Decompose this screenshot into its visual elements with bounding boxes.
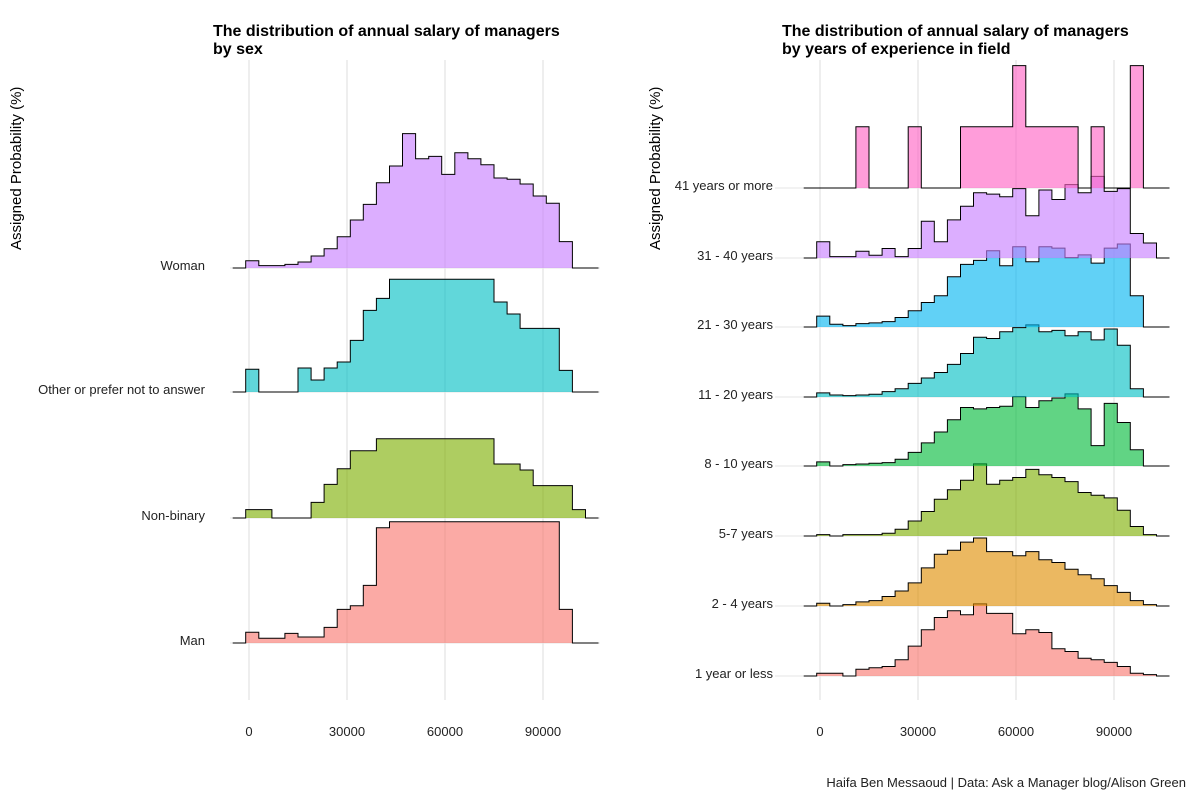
category-label: 5-7 years [719,526,774,541]
ridge-fill-11-20-years [803,324,1170,397]
ridge-fill-woman [232,133,599,268]
chart-title: The distribution of annual salary of man… [213,23,564,58]
ridge-outline-non-binary [232,438,599,519]
x-tick-labels: 0 30000 60000 90000 [816,724,1132,739]
title-line-1: The distribution of annual salary of man… [782,23,1129,40]
category-label: Woman [160,258,205,273]
ridge-fill-man [232,521,599,643]
title-line-2: by years of experience in field [782,41,1011,58]
ridge-outline-31-40-years [803,175,1170,259]
ridges [230,133,600,644]
panel-by-experience: The distribution of annual salary of man… [647,23,1170,739]
category-labels: Man Non-binary Other or prefer not to answ… [38,258,206,648]
x-tick-label: 90000 [1096,724,1132,739]
category-label: 8 - 10 years [704,456,773,471]
x-tick-labels: 0 30000 60000 90000 [245,724,561,739]
x-tick-label: 60000 [998,724,1034,739]
category-labels: 1 year or less 2 - 4 years 5-7 years 8 - 10… [675,178,774,681]
x-tick-label: 0 [816,724,823,739]
ridge-outline-8-10-years [803,393,1170,467]
ridge-fill-2-4-years [803,538,1170,606]
ridge-fill-21-30-years [803,244,1170,327]
source-caption: Haifa Ben Messaoud | Data: Ask a Manager… [826,775,1186,790]
panel-by-sex: The distribution of annual salary of man… [8,23,600,739]
y-axis-label: Assigned Probability (%) [8,87,25,250]
ridge-fill-1-year-or-less [803,603,1170,676]
ridge-outline-man [232,521,599,644]
category-label: Other or prefer not to answer [38,382,206,397]
chart-title: The distribution of annual salary of man… [782,23,1133,58]
ridge-outline-2-4-years [803,537,1170,607]
x-tick-label: 0 [245,724,252,739]
x-tick-label: 90000 [525,724,561,739]
ridge-outline-other-or-prefer-not-to-answer [232,278,599,393]
category-label: 11 - 20 years [698,387,773,402]
y-axis-label: Assigned Probability (%) [647,87,664,250]
ridges [775,65,1170,677]
x-tick-label: 30000 [900,724,936,739]
ridge-outline-41-years-or-more [803,65,1170,189]
title-line-1: The distribution of annual salary of man… [213,23,560,40]
ridge-fill-8-10-years [803,393,1170,466]
category-label: Non-binary [141,508,205,523]
category-label: 21 - 30 years [697,317,773,332]
category-label: 41 years or more [675,178,773,193]
ridge-outline-1-year-or-less [803,603,1170,677]
ridge-outline-5-7-years [803,463,1170,537]
ridge-outline-woman [232,133,599,269]
ridge-outline-11-20-years [803,324,1170,398]
ridge-fill-non-binary [232,438,599,518]
title-line-2: by sex [213,41,263,58]
category-label: 2 - 4 years [712,596,774,611]
ridge-fill-other-or-prefer-not-to-answer [232,279,599,392]
category-label: 1 year or less [695,666,774,681]
ridge-fill-31-40-years [803,176,1170,258]
x-tick-label: 60000 [427,724,463,739]
x-tick-label: 30000 [329,724,365,739]
category-label: 31 - 40 years [697,248,773,263]
ridge-outline-21-30-years [803,243,1170,328]
category-label: Man [180,633,205,648]
